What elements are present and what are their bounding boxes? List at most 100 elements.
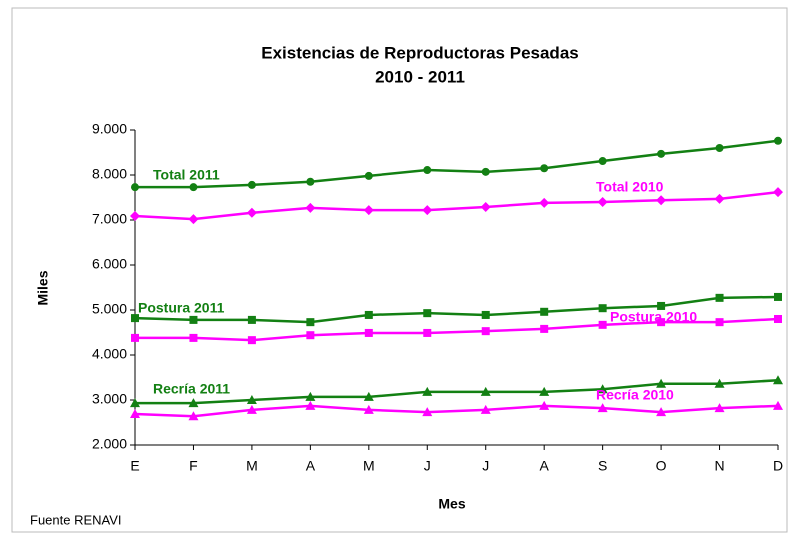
marker — [657, 318, 666, 327]
marker — [364, 171, 373, 180]
marker — [189, 315, 198, 324]
marker — [423, 328, 432, 337]
x-tick-label: O — [656, 458, 667, 474]
marker — [189, 333, 198, 342]
marker — [773, 187, 783, 198]
marker — [188, 411, 199, 421]
marker — [539, 197, 550, 208]
marker — [715, 318, 724, 327]
x-tick-label: A — [540, 458, 550, 474]
marker — [656, 195, 667, 206]
marker — [715, 293, 724, 302]
marker — [130, 408, 140, 418]
y-tick-label: 7.000 — [92, 211, 127, 227]
y-tick-label: 5.000 — [92, 301, 127, 317]
series-line — [134, 295, 779, 324]
marker — [305, 202, 316, 213]
series-label: Recría 2011 — [153, 381, 230, 397]
series-line — [134, 404, 779, 418]
chart-frame — [11, 7, 788, 533]
x-axis-label: Mes — [438, 496, 465, 512]
source: Fuente RENAVI — [30, 512, 122, 527]
marker — [539, 386, 550, 396]
marker — [306, 318, 315, 327]
marker — [481, 327, 490, 336]
x-tick-label: E — [130, 458, 139, 474]
x-tick-label: A — [306, 458, 316, 474]
y-tick-label: 8.000 — [92, 166, 127, 182]
x-tick-label: F — [189, 458, 198, 474]
marker — [189, 183, 198, 192]
marker — [131, 314, 139, 323]
series-line — [134, 190, 779, 221]
marker — [540, 324, 549, 333]
series-label: Recría 2010 — [596, 387, 674, 403]
marker — [540, 307, 549, 316]
marker — [774, 315, 782, 323]
y-tick-label: 6.000 — [92, 256, 127, 272]
y-tick-label: 3.000 — [92, 391, 127, 407]
marker — [714, 378, 725, 388]
marker — [188, 214, 199, 225]
marker — [364, 328, 373, 337]
marker — [423, 166, 432, 175]
marker — [364, 310, 373, 319]
marker — [540, 164, 549, 173]
x-tick-label: N — [714, 458, 724, 474]
marker — [598, 157, 607, 166]
marker — [480, 201, 491, 212]
marker — [714, 193, 725, 204]
marker — [131, 333, 139, 342]
series-label: Total 2011 — [153, 167, 220, 183]
marker — [539, 400, 550, 410]
marker — [247, 180, 256, 189]
marker — [598, 320, 607, 329]
series-line — [135, 378, 779, 405]
marker — [597, 197, 608, 207]
x-tick-label: D — [773, 458, 783, 474]
marker — [247, 315, 256, 324]
y-tick-label: 2.000 — [92, 436, 127, 452]
marker — [306, 331, 315, 340]
y-axis-label: Miles — [35, 270, 51, 305]
marker — [774, 292, 782, 301]
marker — [598, 304, 607, 313]
series-label: Total 2010 — [596, 179, 664, 195]
marker — [657, 149, 666, 158]
marker — [246, 395, 257, 404]
chart-title: Existencias de Reproductoras Pesadas — [261, 43, 578, 62]
series-label: Postura 2011 — [138, 300, 225, 316]
x-tick-label: M — [246, 458, 258, 474]
marker — [481, 167, 490, 176]
marker — [657, 301, 666, 310]
marker — [656, 407, 667, 417]
marker — [363, 391, 374, 401]
marker — [481, 310, 490, 319]
marker — [773, 400, 783, 410]
marker — [363, 404, 374, 414]
marker — [714, 403, 725, 413]
chart-subtitle: 2010 - 2011 — [375, 67, 465, 86]
marker — [246, 404, 257, 414]
marker — [656, 378, 667, 388]
marker — [131, 183, 139, 192]
x-tick-label: J — [424, 458, 431, 474]
marker — [480, 404, 491, 414]
marker — [423, 309, 432, 318]
marker — [422, 386, 433, 396]
y-tick-label: 4.000 — [92, 346, 127, 362]
marker — [130, 398, 140, 408]
x-tick-label: J — [482, 458, 489, 474]
marker — [774, 136, 782, 145]
marker — [480, 386, 491, 396]
marker — [305, 391, 316, 401]
x-tick-label: M — [363, 458, 375, 474]
marker — [597, 403, 608, 413]
marker — [422, 205, 433, 216]
marker — [773, 375, 783, 385]
marker — [305, 400, 316, 410]
x-tick-label: S — [598, 458, 607, 474]
marker — [306, 177, 315, 186]
series-label: Postura 2010 — [610, 309, 697, 325]
